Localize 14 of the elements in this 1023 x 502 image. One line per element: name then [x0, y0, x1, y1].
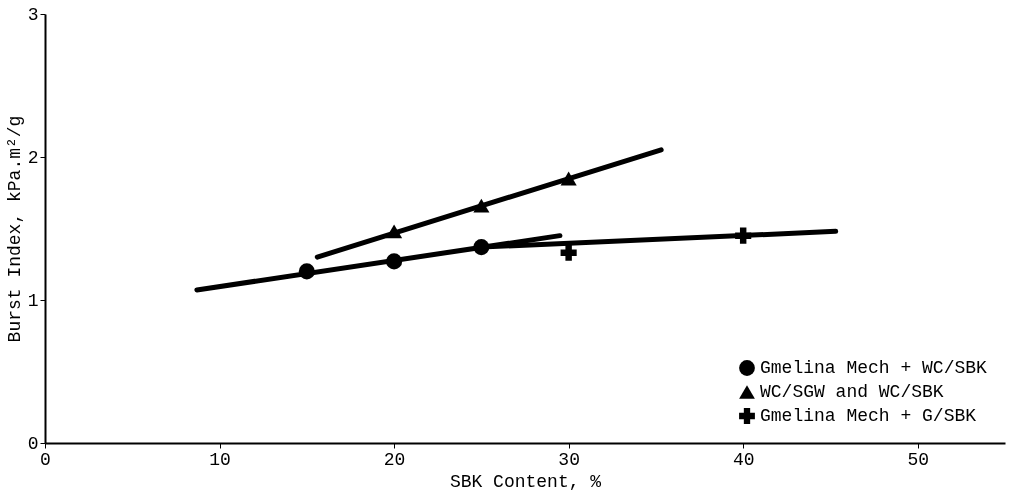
- x-tick-label: 20: [383, 449, 406, 470]
- x-tick-label: 40: [732, 449, 755, 470]
- x-axis-title: SBK Content, %: [449, 471, 602, 492]
- x-tick-label: 30: [558, 449, 580, 470]
- y-axis-title: Burst Index, kPa.m²/g: [4, 115, 25, 343]
- x-tick-label: 50: [907, 449, 930, 470]
- legend-label: Gmelina Mech + WC/SBK: [760, 358, 988, 378]
- y-tick-label: 2: [27, 147, 39, 168]
- x-tick-label: 10: [209, 449, 231, 470]
- legend-label: Gmelina Mech + G/SBK: [760, 406, 977, 426]
- y-tick-label: 3: [27, 4, 39, 25]
- y-tick-label: 0: [27, 433, 39, 454]
- y-tick-label: 1: [27, 290, 39, 311]
- legend-label: WC/SGW and WC/SBK: [760, 382, 944, 402]
